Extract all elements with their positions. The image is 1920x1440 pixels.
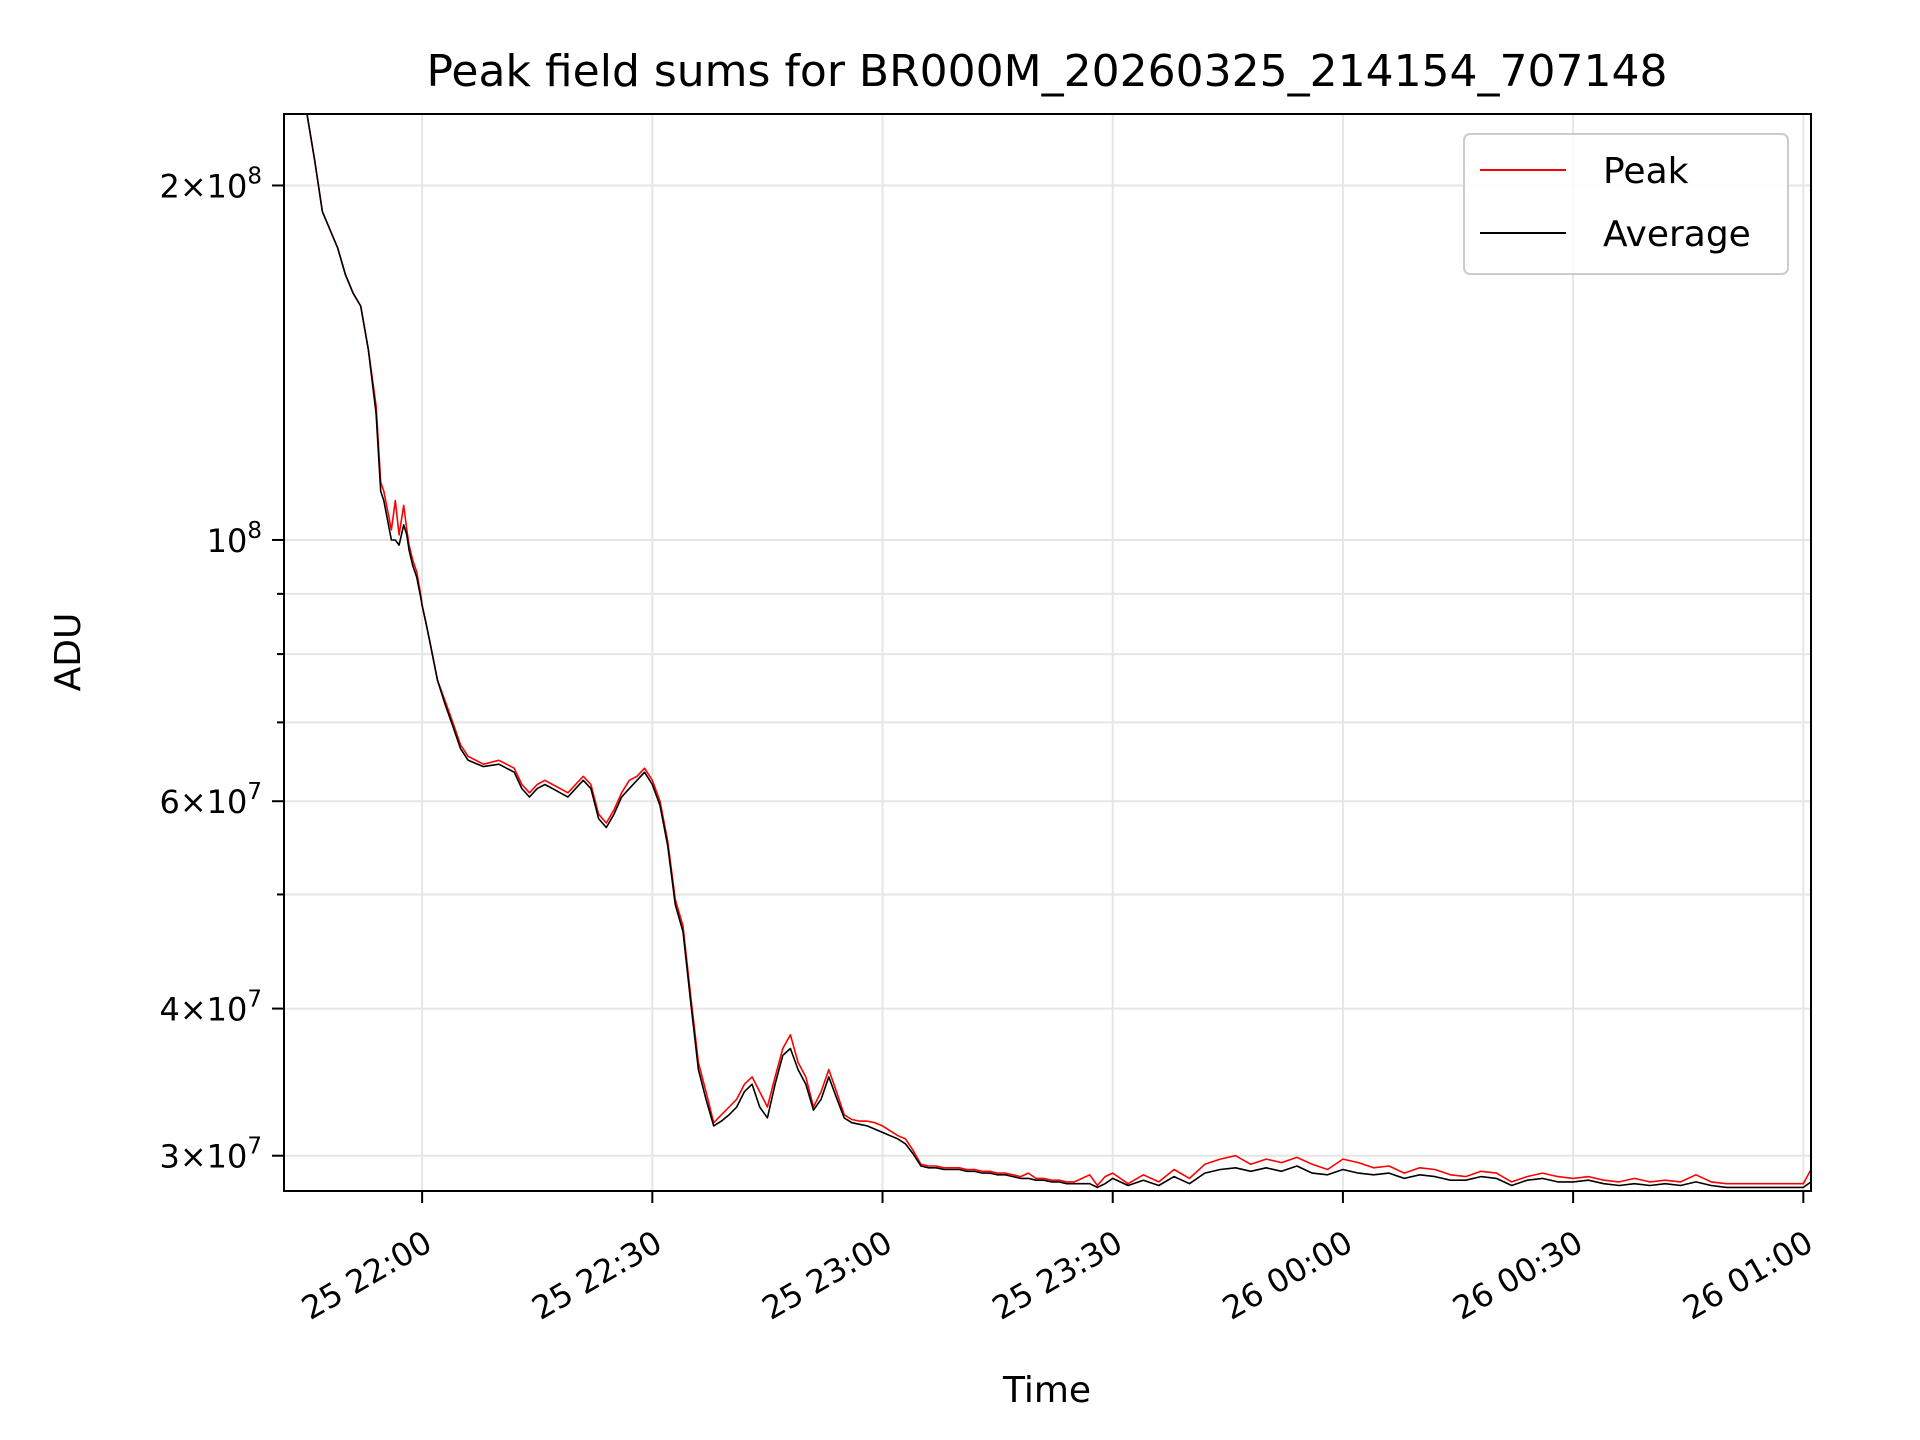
y-axis-ticks: 3×107 4×107 6×107 108 2×108: [159, 163, 284, 1176]
plot-series: [284, 114, 1811, 1189]
series-line-average: [284, 114, 1811, 1189]
y-axis-label: ADU: [48, 613, 89, 692]
y-tick-label: 3×107: [159, 1134, 262, 1176]
y-tick-label: 6×107: [159, 779, 262, 821]
y-tick-label: 108: [207, 518, 262, 560]
y-tick-label: 4×107: [159, 987, 262, 1029]
y-tick-label: 2×108: [159, 163, 262, 205]
legend-label-peak: Peak: [1603, 151, 1689, 192]
legend: Peak Average: [1463, 133, 1789, 275]
series-line-peak: [284, 114, 1811, 1187]
chart-title: Peak field sums for BR000M_20260325_2141…: [426, 46, 1667, 97]
legend-label-average: Average: [1603, 214, 1751, 255]
plot-area-frame: [283, 113, 1812, 1192]
grid: [284, 114, 1811, 1191]
x-axis-label: Time: [1002, 1370, 1091, 1411]
